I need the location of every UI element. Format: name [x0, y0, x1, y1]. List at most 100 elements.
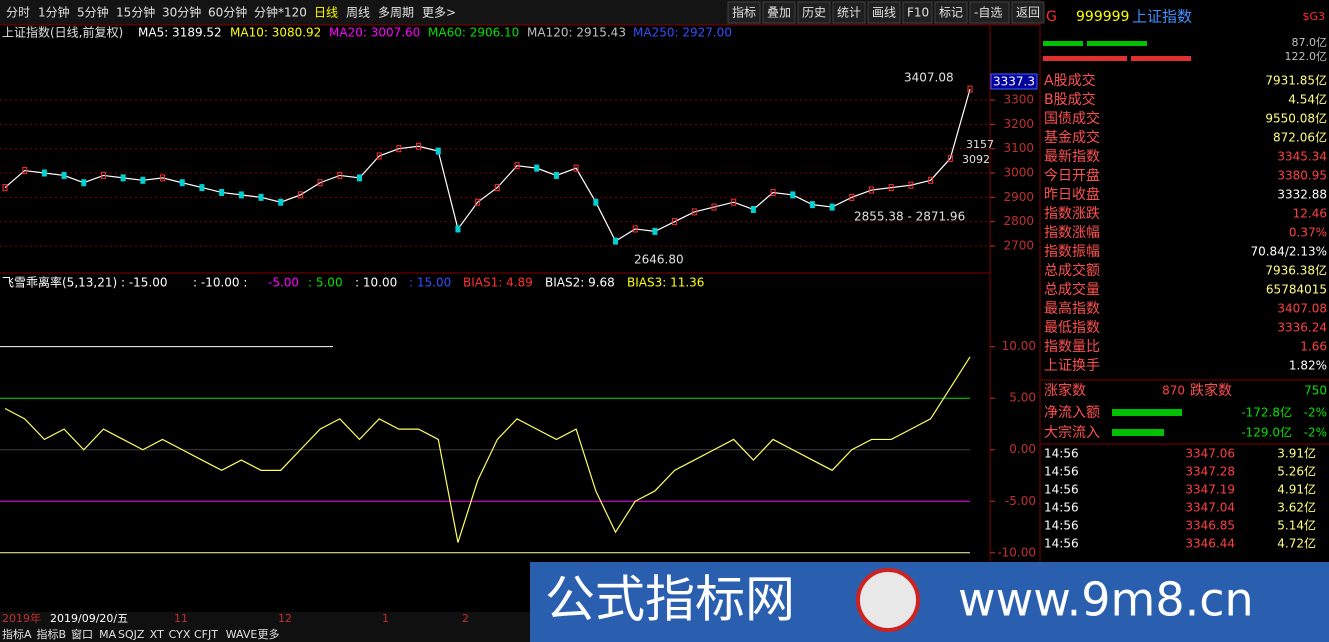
bottom-tab[interactable]: SQJZ	[118, 628, 145, 641]
bar-label: 122.0亿	[1285, 50, 1328, 63]
y-tick-label: 2800	[1003, 214, 1034, 228]
bottom-tab[interactable]: CFJT	[194, 628, 218, 641]
row-label: A股成交	[1044, 72, 1096, 89]
row-value: 9550.08亿	[1265, 111, 1327, 126]
toolbar	[0, 0, 1040, 25]
candle	[120, 174, 126, 182]
button[interactable]	[934, 1, 968, 24]
button-label[interactable]: 标记	[939, 6, 963, 20]
annotation: 2855.38 - 2871.96	[854, 210, 965, 224]
candle	[376, 152, 382, 160]
candle	[869, 186, 875, 194]
bottom-tab[interactable]: CYX	[169, 628, 191, 641]
y-tick-label: 3100	[1003, 141, 1034, 155]
button-label[interactable]: 历史	[802, 6, 826, 20]
button[interactable]	[902, 1, 933, 24]
button-label[interactable]: -自选	[974, 6, 1002, 20]
button-label[interactable]: F10	[907, 6, 929, 20]
button-label[interactable]: 指标	[732, 5, 756, 20]
ma-label: MA250: 2927.00	[633, 26, 732, 40]
flow-bar	[1112, 429, 1164, 436]
trade-volume: 3.91亿	[1277, 446, 1316, 461]
candle	[809, 201, 815, 209]
button[interactable]	[1011, 1, 1045, 24]
button[interactable]	[797, 1, 831, 24]
trade-price: 3347.28	[1185, 465, 1235, 479]
bias-line	[4, 356, 971, 543]
row-label: 最低指数	[1044, 320, 1100, 336]
button-label[interactable]: 返回	[1016, 6, 1040, 20]
button-label[interactable]: 画线	[872, 6, 896, 20]
candle	[219, 188, 225, 196]
trade-volume: 5.14亿	[1277, 518, 1316, 533]
row-label: B股成交	[1044, 91, 1096, 108]
candle	[534, 164, 540, 172]
bottom-tab[interactable]: 更多	[257, 627, 279, 641]
row-label: 总成交量	[1044, 281, 1100, 298]
y-tick-label: 10.00	[1002, 339, 1036, 353]
trade-volume: 4.91亿	[1277, 482, 1316, 497]
candle	[238, 191, 244, 199]
candle	[613, 237, 619, 245]
y-tick-label: 3300	[1003, 93, 1034, 107]
date-label: 1	[382, 612, 389, 625]
candle	[41, 169, 47, 177]
candle	[100, 171, 106, 179]
trade-volume: 4.72亿	[1277, 536, 1316, 551]
indicator-label: BIAS2: 9.68	[545, 276, 615, 290]
button-label[interactable]: 统计	[837, 6, 861, 20]
row-value: -2%	[1304, 406, 1327, 420]
candle	[928, 176, 934, 184]
candle	[849, 193, 855, 201]
button[interactable]	[727, 1, 761, 24]
button[interactable]	[867, 1, 901, 24]
candle	[790, 191, 796, 199]
date-label: 2	[462, 612, 469, 625]
watermark-text: 公式指标网	[545, 571, 795, 629]
y-tick-label: 0.00	[1009, 442, 1036, 456]
row-value: -2%	[1304, 426, 1327, 440]
watermark-banner	[530, 562, 1329, 642]
tab[interactable]: 更多>	[422, 6, 456, 20]
bottom-tab[interactable]: XT	[150, 628, 164, 641]
ma-label: MA60: 2906.10	[428, 26, 519, 40]
button-label[interactable]: 叠加	[767, 6, 791, 20]
date-label: 11	[174, 612, 188, 625]
bottom-tab[interactable]: MA	[99, 628, 116, 641]
tab[interactable]: 分时	[6, 6, 30, 20]
tab[interactable]: 多周期	[378, 6, 414, 20]
price-tag-box	[990, 73, 1038, 90]
tab[interactable]: 30分钟	[162, 5, 201, 20]
button[interactable]	[762, 1, 796, 24]
candle	[494, 184, 500, 192]
tab[interactable]: 周线	[346, 6, 370, 20]
tab[interactable]: 60分钟	[208, 5, 247, 20]
bottom-tab[interactable]: 指标B	[37, 627, 67, 641]
candle	[672, 218, 678, 226]
trade-time: 14:56	[1044, 501, 1079, 515]
y-tick-label: 2700	[1003, 238, 1034, 252]
candle	[908, 181, 914, 189]
indicator-label: : 15.00	[409, 276, 451, 290]
candle	[475, 198, 481, 206]
tab[interactable]: 15分钟	[116, 5, 155, 20]
tab[interactable]: 5分钟	[77, 5, 109, 20]
bottom-tab[interactable]: 窗口	[71, 627, 93, 641]
trade-time: 14:56	[1044, 483, 1079, 497]
trade-time: 14:56	[1044, 465, 1079, 479]
bottom-tab[interactable]: 指标A	[2, 627, 32, 641]
tab[interactable]: 日线	[314, 6, 338, 20]
y-tick-label: 2900	[1003, 190, 1034, 204]
annotation: 3092	[962, 153, 990, 166]
button[interactable]	[969, 1, 1010, 24]
button[interactable]	[832, 1, 866, 24]
tab[interactable]: 分钟*120	[254, 5, 307, 20]
indicator-label: : 5.00	[308, 276, 343, 290]
tab[interactable]: 1分钟	[38, 5, 70, 20]
bottom-tab[interactable]: WAVE	[226, 628, 258, 641]
row-label: 基金成交	[1044, 129, 1100, 146]
code: 999999	[1076, 9, 1129, 25]
bar	[1087, 41, 1147, 46]
row-label: 总成交额	[1044, 262, 1100, 279]
